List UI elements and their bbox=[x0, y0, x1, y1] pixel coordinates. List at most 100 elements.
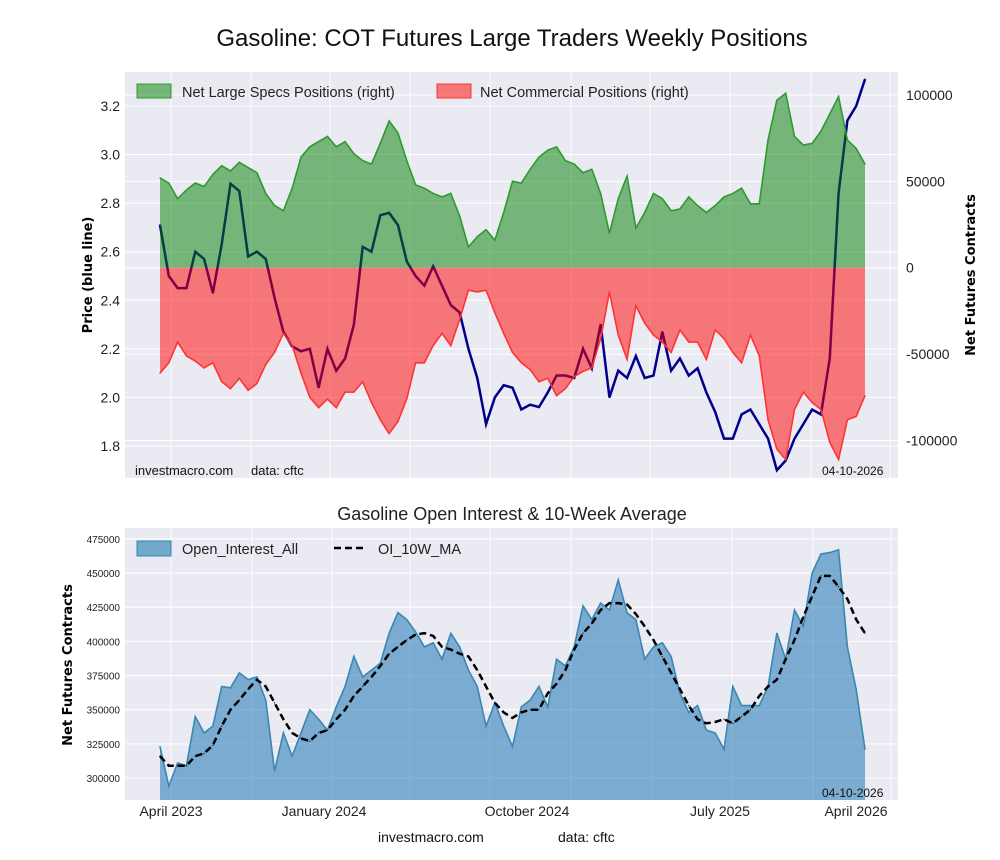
commercial-point bbox=[582, 370, 584, 373]
open-interest-point bbox=[159, 745, 161, 748]
specs-point bbox=[644, 211, 646, 214]
open-interest-point bbox=[511, 745, 514, 748]
bottom-y-tick-label: 350000 bbox=[87, 706, 121, 717]
specs-point bbox=[617, 198, 619, 200]
commercial-point bbox=[344, 391, 346, 393]
oi-10w-ma-point bbox=[309, 740, 311, 742]
commercial-point bbox=[837, 458, 840, 461]
commercial-point bbox=[802, 391, 804, 393]
open-interest-point bbox=[397, 612, 399, 614]
legend-swatch-oi bbox=[136, 540, 172, 557]
open-interest-point bbox=[273, 770, 276, 772]
bottom-tick-labels: 300000 325000 350000 375000 400000 425000 4500… bbox=[87, 535, 888, 819]
oi-10w-ma-point bbox=[529, 709, 531, 711]
specs-point bbox=[723, 196, 725, 198]
commercial-point bbox=[758, 355, 760, 357]
oi-10w-ma-point bbox=[414, 633, 417, 636]
specs-point bbox=[758, 203, 760, 205]
commercial-point bbox=[309, 396, 311, 398]
specs-point bbox=[811, 142, 813, 144]
oi-10w-ma-point bbox=[705, 722, 707, 724]
price-point bbox=[626, 377, 628, 379]
oi-10w-ma-point bbox=[459, 653, 461, 655]
oi-10w-ma-point bbox=[476, 669, 478, 671]
oi-10w-ma-point bbox=[467, 655, 470, 658]
oi-10w-ma-point bbox=[511, 717, 514, 719]
price-point bbox=[538, 406, 540, 408]
commercial-point bbox=[785, 458, 787, 461]
price-point bbox=[635, 355, 637, 357]
commercial-point bbox=[459, 318, 461, 321]
commercial-point bbox=[265, 363, 267, 366]
oi-10w-ma-point bbox=[185, 765, 188, 767]
oi-10w-ma-point bbox=[635, 613, 637, 615]
legend-label-oi: Open_Interest_All bbox=[182, 542, 298, 558]
open-interest-point bbox=[608, 609, 611, 611]
oi-10w-ma-point bbox=[547, 692, 549, 694]
price-point bbox=[776, 469, 778, 472]
price-point bbox=[643, 377, 646, 379]
open-interest-point bbox=[600, 602, 602, 604]
commercial-point bbox=[185, 355, 188, 357]
commercial-point bbox=[450, 344, 452, 347]
specs-point bbox=[635, 227, 637, 229]
specs-point bbox=[837, 96, 840, 98]
specs-point bbox=[573, 163, 575, 165]
specs-point bbox=[265, 192, 267, 195]
left-tick-label: 2.6 bbox=[101, 244, 121, 260]
open-interest-point bbox=[168, 785, 170, 787]
commercial-point bbox=[520, 362, 522, 364]
specs-point bbox=[696, 204, 699, 207]
price-point bbox=[476, 377, 479, 379]
price-point bbox=[705, 391, 708, 394]
commercial-point bbox=[864, 394, 866, 397]
commercial-point bbox=[503, 332, 505, 334]
open-interest-point bbox=[749, 704, 752, 707]
specs-point bbox=[749, 203, 752, 205]
open-interest-point bbox=[820, 553, 822, 555]
open-interest-point bbox=[335, 706, 337, 708]
specs-point bbox=[414, 184, 417, 186]
top-legend: Net Large Specs Positions (right) Net Co… bbox=[136, 83, 689, 101]
commercial-point bbox=[476, 291, 478, 293]
open-interest-area bbox=[160, 549, 865, 800]
open-interest-point bbox=[741, 704, 743, 707]
specs-point bbox=[591, 168, 593, 170]
legend-swatch-specs bbox=[136, 83, 172, 99]
specs-point bbox=[600, 192, 602, 195]
specs-point bbox=[397, 132, 399, 134]
specs-point bbox=[829, 113, 831, 115]
open-interest-point bbox=[229, 687, 232, 689]
commercial-point bbox=[485, 289, 487, 291]
top-watermark-date: 04-10-2026 bbox=[822, 464, 884, 478]
oi-10w-ma-point bbox=[802, 616, 804, 618]
commercial-point bbox=[652, 334, 655, 336]
specs-point bbox=[767, 139, 769, 141]
oi-10w-ma-point bbox=[203, 752, 205, 755]
open-interest-point bbox=[617, 579, 619, 581]
commercial-point bbox=[608, 291, 611, 293]
bottom-y-tick-label: 300000 bbox=[87, 774, 121, 785]
bottom-axis-label: Net Futures Contracts bbox=[61, 584, 76, 746]
price-point bbox=[617, 369, 620, 372]
open-interest-point bbox=[414, 631, 417, 633]
oi-10w-ma-point bbox=[714, 721, 716, 723]
specs-point bbox=[379, 142, 381, 144]
open-interest-point bbox=[714, 732, 716, 734]
left-tick-label: 2.0 bbox=[101, 389, 121, 405]
oi-10w-ma-point bbox=[573, 648, 575, 651]
commercial-point bbox=[441, 332, 443, 334]
specs-point bbox=[705, 211, 707, 214]
commercial-point bbox=[741, 362, 743, 364]
commercial-point bbox=[846, 419, 848, 421]
legend-label-commercial: Net Commercial Positions (right) bbox=[480, 85, 689, 101]
specs-point bbox=[793, 135, 796, 138]
open-interest-point bbox=[309, 709, 311, 711]
commercial-point bbox=[362, 381, 364, 383]
open-interest-point bbox=[177, 762, 179, 764]
specs-point bbox=[785, 92, 787, 94]
open-interest-point bbox=[696, 704, 699, 707]
commercial-point bbox=[511, 351, 514, 353]
oi-10w-ma-point bbox=[644, 625, 646, 627]
open-interest-point bbox=[432, 642, 434, 644]
